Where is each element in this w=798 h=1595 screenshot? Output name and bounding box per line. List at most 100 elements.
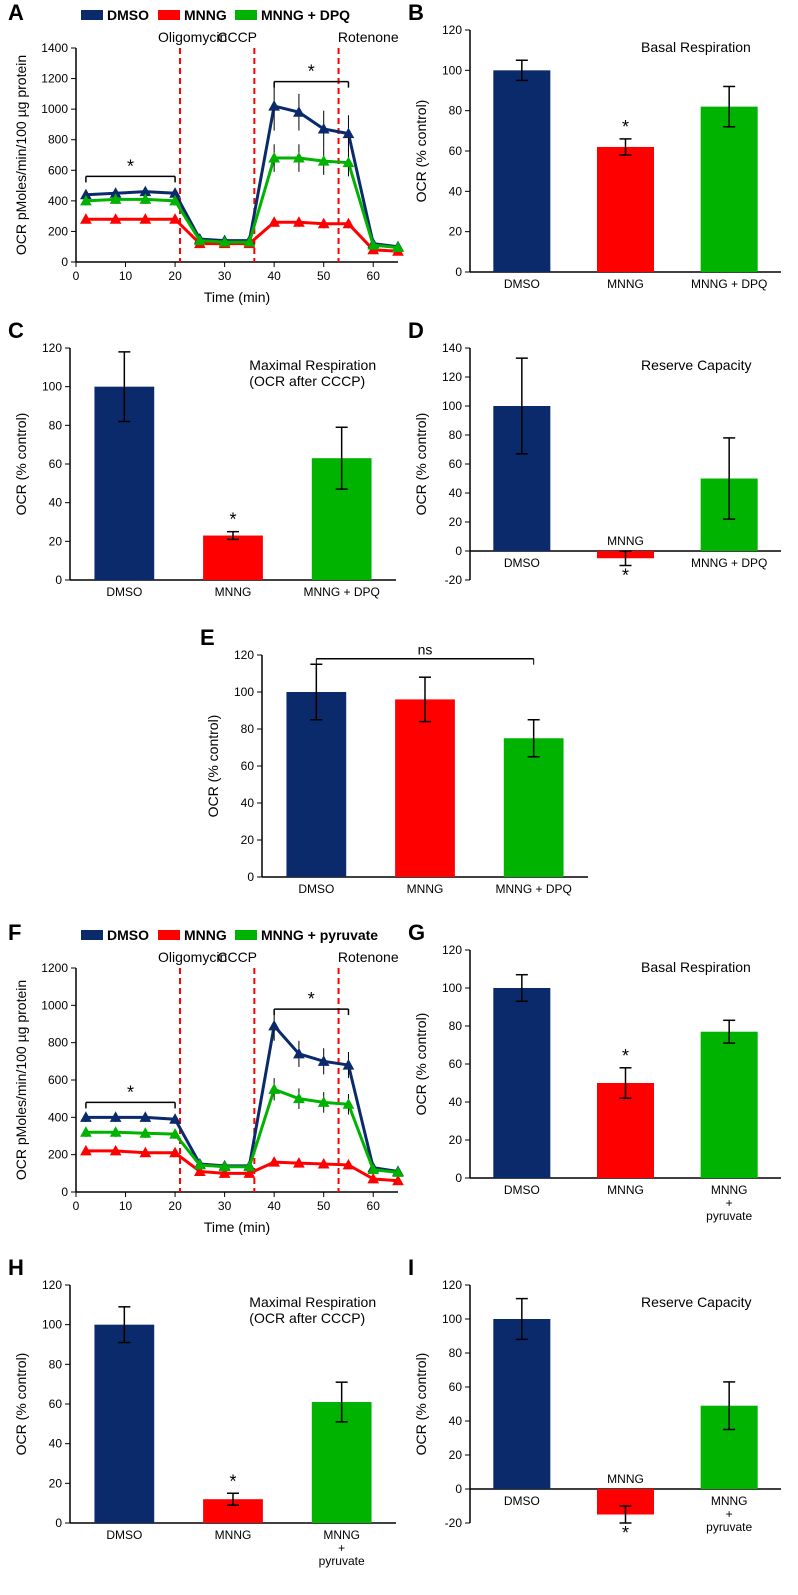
chart-f: 0200400600800100012000102030405060Oligom… [8,920,408,1240]
chart-g: 020406080100120DMSOMNNG*MNNG+pyruvateBas… [408,920,793,1240]
svg-text:80: 80 [49,1357,63,1371]
chart-a: 02004006008001000120014000102030405060Ol… [8,0,408,310]
svg-text:0: 0 [55,1516,62,1530]
svg-text:1000: 1000 [41,998,68,1012]
svg-text:*: * [622,117,629,137]
svg-text:40: 40 [449,1095,463,1109]
svg-text:30: 30 [218,269,232,283]
chart-i: -20020406080100120DMSOMNNG*MNNG+pyruvate… [408,1255,793,1585]
panel-h: H 020406080100120DMSOMNNG*MNNG+pyruvateM… [8,1255,408,1585]
svg-text:40: 40 [267,269,281,283]
svg-text:40: 40 [241,796,255,810]
svg-text:20: 20 [449,515,463,529]
svg-text:pyruvate: pyruvate [706,1209,752,1223]
svg-text:OCR (% control): OCR (% control) [413,413,429,516]
svg-text:MNNG + DPQ: MNNG + DPQ [303,585,379,599]
svg-text:Basal Respiration: Basal Respiration [641,39,751,55]
svg-text:0: 0 [455,1482,462,1496]
svg-text:60: 60 [449,144,463,158]
svg-text:20: 20 [449,225,463,239]
svg-text:100: 100 [442,399,462,413]
panel-f: F 0200400600800100012000102030405060Olig… [8,920,408,1240]
panel-letter-i: I [408,1255,414,1281]
svg-text:0: 0 [61,255,68,269]
svg-text:OCR (% control): OCR (% control) [413,1353,429,1456]
svg-text:Reserve Capacity: Reserve Capacity [641,1294,752,1310]
panel-c: C 020406080100120DMSOMNNG*MNNG + DPQMaxi… [8,318,408,618]
svg-text:Maximal Respiration: Maximal Respiration [249,357,376,373]
svg-text:80: 80 [449,1019,463,1033]
svg-text:80: 80 [449,104,463,118]
svg-text:0: 0 [455,265,462,279]
svg-text:DMSO: DMSO [504,556,540,570]
svg-text:100: 100 [442,981,462,995]
svg-text:600: 600 [48,1073,68,1087]
svg-text:20: 20 [168,269,182,283]
svg-text:DMSO: DMSO [106,585,142,599]
svg-text:140: 140 [442,341,462,355]
svg-text:100: 100 [42,380,62,394]
svg-text:DMSO: DMSO [107,7,149,23]
svg-text:Maximal Respiration: Maximal Respiration [249,1294,376,1310]
svg-text:MNNG: MNNG [184,7,227,23]
svg-text:120: 120 [42,341,62,355]
panel-letter-d: D [408,318,424,344]
svg-text:120: 120 [442,23,462,37]
svg-text:*: * [622,1523,629,1543]
svg-text:200: 200 [48,1148,68,1162]
svg-text:MNNG: MNNG [711,1183,748,1197]
panel-letter-f: F [8,920,21,946]
svg-text:10: 10 [119,269,133,283]
svg-text:MNNG: MNNG [215,585,252,599]
svg-text:MNNG: MNNG [407,882,444,896]
chart-d: -20020406080100120140DMSOMNNG*MNNG + DPQ… [408,318,793,618]
svg-text:20: 20 [49,534,63,548]
svg-text:800: 800 [48,133,68,147]
svg-text:1000: 1000 [41,102,68,116]
svg-text:MNNG + DPQ: MNNG + DPQ [691,556,767,570]
svg-text:80: 80 [449,1346,463,1360]
svg-text:0: 0 [247,870,254,884]
svg-text:40: 40 [449,184,463,198]
svg-text:Time (min): Time (min) [204,1219,270,1235]
svg-text:80: 80 [241,722,255,736]
panel-b: B 020406080100120DMSOMNNG*MNNG + DPQBasa… [408,0,793,310]
svg-text:DMSO: DMSO [107,927,149,943]
svg-text:OCR (% control): OCR (% control) [13,1353,29,1456]
svg-text:Rotenone: Rotenone [338,949,399,965]
svg-text:MNNG: MNNG [215,1528,252,1542]
svg-text:120: 120 [442,1278,462,1292]
svg-text:+: + [726,1196,733,1210]
svg-text:*: * [622,566,629,586]
svg-text:40: 40 [49,1437,63,1451]
svg-text:MNNG + pyruvate: MNNG + pyruvate [261,927,378,943]
svg-text:10: 10 [119,1199,133,1213]
panel-letter-h: H [8,1255,24,1281]
svg-text:120: 120 [42,1278,62,1292]
svg-text:20: 20 [449,1448,463,1462]
svg-text:1200: 1200 [41,72,68,86]
svg-text:100: 100 [442,63,462,77]
svg-text:Time (min): Time (min) [204,289,270,305]
panel-letter-e: E [200,625,215,651]
svg-text:60: 60 [241,759,255,773]
svg-text:60: 60 [449,457,463,471]
svg-text:(OCR after CCCP): (OCR after CCCP) [249,373,365,389]
svg-text:40: 40 [449,486,463,500]
svg-text:*: * [229,510,236,530]
svg-text:*: * [127,156,134,176]
svg-text:400: 400 [48,1110,68,1124]
panel-letter-a: A [8,0,24,26]
svg-text:120: 120 [442,943,462,957]
svg-text:800: 800 [48,1036,68,1050]
chart-e: 020406080100120DMSOMNNGMNNG + DPQnsOCR (… [200,625,600,915]
svg-text:MNNG + DPQ: MNNG + DPQ [495,882,571,896]
svg-text:60: 60 [449,1057,463,1071]
svg-text:ns: ns [418,642,433,658]
svg-text:+: + [338,1541,345,1555]
svg-text:OCR pMoles/min/100 µg protein: OCR pMoles/min/100 µg protein [13,55,29,255]
svg-text:0: 0 [61,1185,68,1199]
svg-text:OCR (% control): OCR (% control) [13,413,29,516]
svg-text:60: 60 [367,1199,381,1213]
svg-text:1400: 1400 [41,41,68,55]
